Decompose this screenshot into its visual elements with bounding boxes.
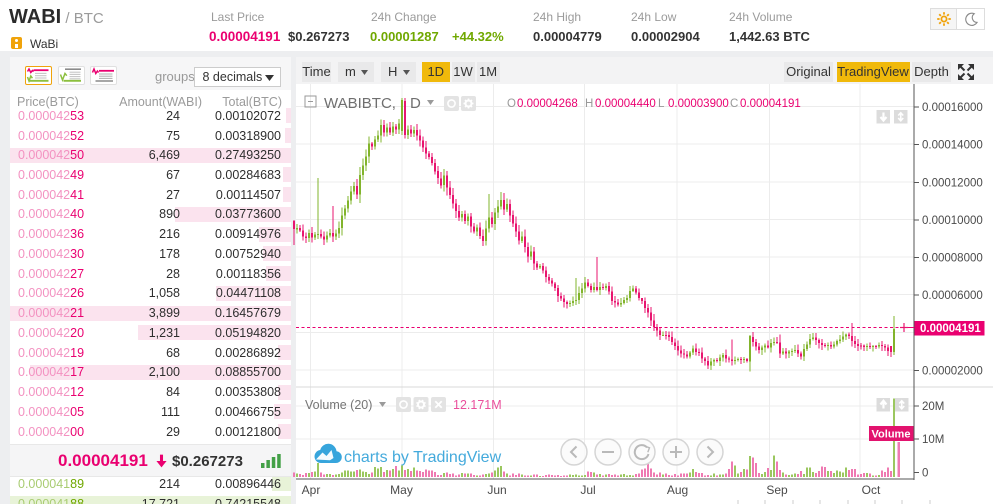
svg-text:Volume (20): Volume (20) xyxy=(305,398,372,412)
svg-text:May: May xyxy=(390,483,413,497)
svg-text:Apr: Apr xyxy=(302,483,321,497)
svg-text:C: C xyxy=(730,98,738,110)
svg-text:WABIBTC,: WABIBTC, xyxy=(324,95,396,112)
svg-text:L: L xyxy=(658,98,665,110)
svg-text:Jun: Jun xyxy=(487,483,506,497)
svg-text:Volume: Volume xyxy=(872,429,911,441)
svg-text:0: 0 xyxy=(922,468,928,480)
svg-text:O: O xyxy=(507,98,516,110)
svg-text:0.00004268: 0.00004268 xyxy=(517,98,578,110)
svg-text:0.00002000: 0.00002000 xyxy=(922,366,983,378)
svg-text:0.00004191: 0.00004191 xyxy=(920,323,981,335)
svg-text:0.00010000: 0.00010000 xyxy=(922,215,983,227)
svg-text:10M: 10M xyxy=(922,434,944,446)
svg-text:0.00004440: 0.00004440 xyxy=(595,98,656,110)
svg-text:charts by TradingView: charts by TradingView xyxy=(344,449,502,466)
svg-text:0.00016000: 0.00016000 xyxy=(922,102,983,114)
svg-text:0.00003900: 0.00003900 xyxy=(668,98,729,110)
svg-text:0.00008000: 0.00008000 xyxy=(922,253,983,265)
svg-text:Sep: Sep xyxy=(766,483,788,497)
svg-text:20M: 20M xyxy=(922,401,944,413)
svg-text:0.00004191: 0.00004191 xyxy=(740,98,801,110)
svg-text:D: D xyxy=(410,95,421,112)
svg-text:Oct: Oct xyxy=(862,483,881,497)
svg-text:0.00006000: 0.00006000 xyxy=(922,290,983,302)
svg-text:0.00014000: 0.00014000 xyxy=(922,140,983,152)
svg-text:Aug: Aug xyxy=(667,483,688,497)
svg-text:12.171M: 12.171M xyxy=(453,398,502,412)
svg-text:H: H xyxy=(585,98,593,110)
svg-text:Jul: Jul xyxy=(580,483,595,497)
svg-text:0.00012000: 0.00012000 xyxy=(922,177,983,189)
